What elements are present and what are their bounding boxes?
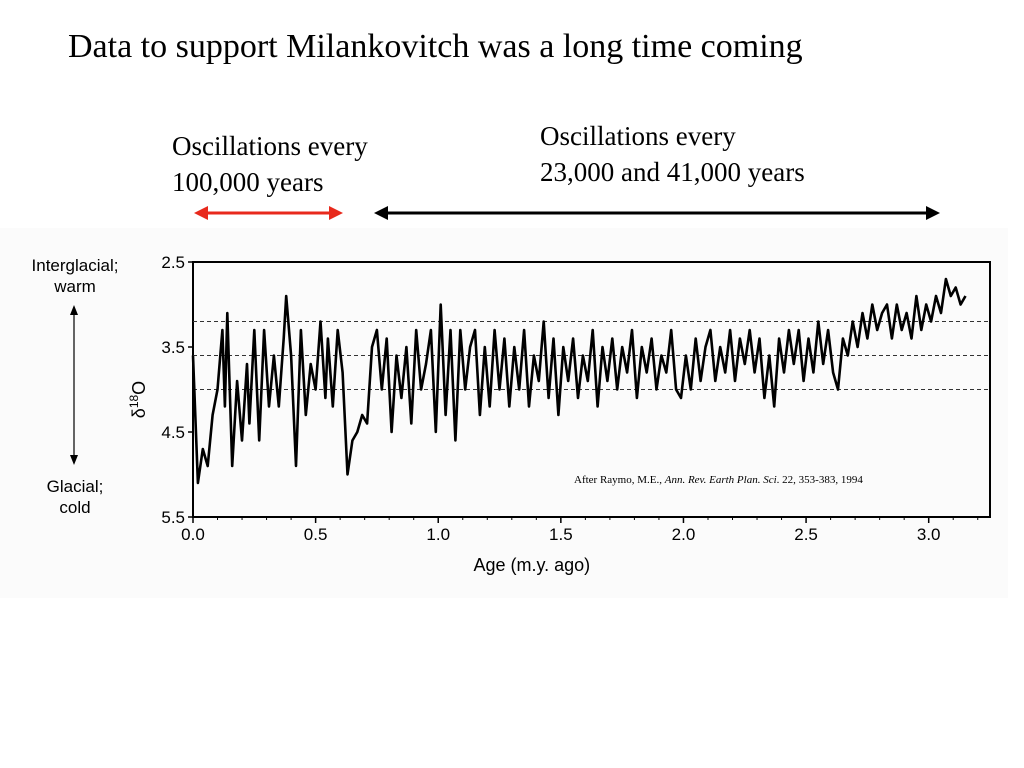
x-axis-label: Age (m.y. ago) (473, 555, 590, 575)
range-arrow-100k-head-left (194, 206, 208, 220)
label-100k-line2: 100,000 years (172, 167, 324, 197)
warm-cold-arrow-head-up (70, 305, 78, 315)
y-label-superscript: 18 (127, 394, 141, 408)
x-axis-ticks: 0.0 0.5 1.0 1.5 2.0 2.5 3.0 (181, 517, 979, 544)
warm-cold-arrow (70, 305, 78, 465)
warm-cold-arrow-head-down (70, 455, 78, 465)
source-citation: After Raymo, M.E., Ann. Rev. Earth Plan.… (574, 474, 863, 486)
x-tick-label-3: 1.5 (549, 525, 573, 544)
y-tick-label-1: 3.5 (161, 338, 185, 357)
glacial-line1: Glacial; (46, 477, 104, 496)
range-arrow-100k-head-right (329, 206, 343, 220)
interglacial-warm-label: Interglacial; warm (10, 255, 140, 297)
y-axis-label: δ18O (127, 381, 149, 418)
d18o-chart: 0.0 0.5 1.0 1.5 2.0 2.5 3.0 2.5 3.5 4.5 5.5 Age (… (70, 253, 991, 575)
x-tick-label-0: 0.0 (181, 525, 205, 544)
glacial-line2: cold (59, 498, 91, 517)
y-tick-label-3: 5.5 (161, 508, 185, 527)
x-tick-label-5: 2.5 (794, 525, 818, 544)
citation-journal: Ann. Rev. Earth Plan. Sci (664, 474, 777, 486)
x-tick-label-1: 0.5 (304, 525, 328, 544)
label-100k-oscillations: Oscillations every 100,000 years (172, 128, 368, 200)
range-arrow-23k-41k-head-left (374, 206, 388, 220)
figure-panel (0, 228, 1008, 598)
label-23k-41k-oscillations: Oscillations every 23,000 and 41,000 yea… (540, 118, 805, 190)
citation-prefix: After Raymo, M.E., (574, 474, 665, 486)
slide-title: Data to support Milankovitch was a long … (68, 28, 803, 65)
x-tick-label-2: 1.0 (426, 525, 450, 544)
range-arrows (194, 206, 940, 220)
glacial-cold-label: Glacial; cold (10, 476, 140, 518)
interglacial-line1: Interglacial; (31, 256, 119, 275)
label-100k-line1: Oscillations every (172, 131, 368, 161)
y-label-element: O (129, 381, 149, 395)
y-tick-label-2: 4.5 (161, 423, 185, 442)
interglacial-line2: warm (54, 277, 96, 296)
series-line-d18o (191, 277, 967, 485)
x-tick-label-6: 3.0 (917, 525, 941, 544)
label-23k-line1: Oscillations every (540, 121, 736, 151)
range-arrow-23k-41k-head-right (926, 206, 940, 220)
citation-suffix: . 22, 353-383, 1994 (776, 474, 863, 486)
range-arrow-23k-41k (374, 206, 940, 220)
y-label-symbol: δ (129, 408, 149, 418)
y-axis-ticks: 2.5 3.5 4.5 5.5 (161, 253, 193, 527)
x-tick-label-4: 2.0 (672, 525, 696, 544)
range-arrow-100k (194, 206, 343, 220)
label-23k-line2: 23,000 and 41,000 years (540, 157, 805, 187)
y-tick-label-0: 2.5 (161, 253, 185, 272)
